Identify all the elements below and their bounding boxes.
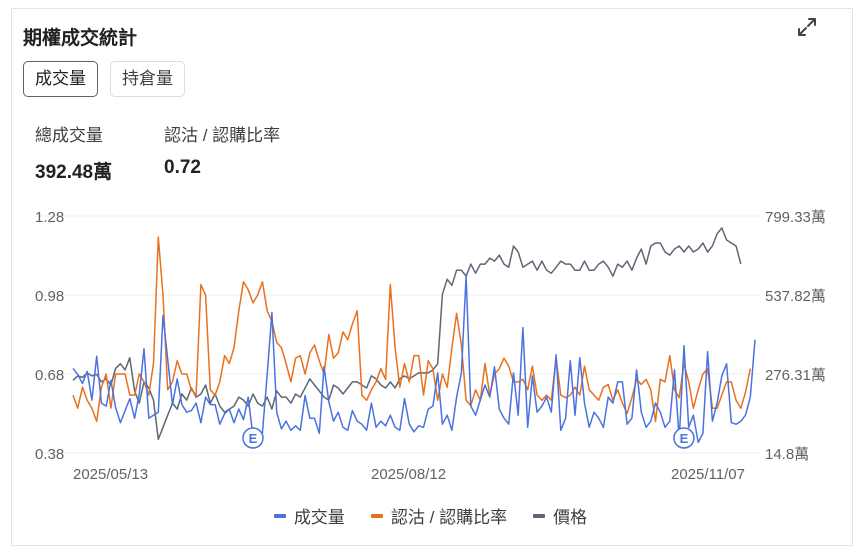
series-line-volume (72, 275, 756, 444)
total-volume-value: 392.48萬 (35, 162, 113, 183)
legend-swatch-volume (273, 513, 286, 518)
event-marker-label: E (680, 431, 689, 446)
event-marker[interactable]: E (242, 427, 264, 449)
y-right-tick-label: 537.82萬 (765, 288, 826, 305)
tab-open-interest[interactable]: 持倉量 (110, 61, 185, 97)
legend: 成交量 認沽 / 認購比率 價格 (0, 503, 861, 528)
legend-swatch-price (533, 513, 546, 518)
series-line-price (72, 227, 742, 441)
options-chart: 1.28 0.98 0.68 0.38 799.33萬 537.82萬 276.31萬 14… (35, 209, 826, 483)
x-tick-label: 2025/05/13 (73, 466, 148, 483)
y-left-tick-label: 0.38 (35, 446, 64, 463)
total-volume-label: 總成交量 (35, 126, 103, 145)
y-left-tick-label: 0.68 (35, 367, 64, 384)
expand-icon (798, 18, 816, 36)
tab-bar: 成交量 持倉量 (23, 61, 185, 97)
event-marker-circle (242, 427, 264, 449)
legend-item-volume[interactable]: 成交量 (273, 503, 345, 528)
ratio-value: 0.72 (164, 157, 201, 178)
event-marker-label: E (249, 431, 258, 446)
stat-put-call-ratio: 認沽 / 認購比率 0.72 (164, 121, 280, 179)
y-left-tick-label: 0.98 (35, 288, 64, 305)
ratio-label: 認沽 / 認購比率 (164, 126, 281, 145)
tab-volume[interactable]: 成交量 (23, 61, 98, 97)
event-marker[interactable]: E (673, 427, 695, 449)
y-axis-left: 1.28 0.98 0.68 0.38 (35, 209, 64, 463)
event-marker-circle (673, 427, 695, 449)
chart-card (11, 8, 853, 546)
legend-swatch-ratio (370, 513, 383, 518)
y-axis-right: 799.33萬 537.82萬 276.31萬 14.8萬 (765, 209, 826, 463)
y-right-tick-label: 799.33萬 (765, 209, 826, 226)
y-left-tick-label: 1.28 (35, 209, 64, 226)
x-tick-label: 2025/08/12 (371, 466, 446, 483)
expand-button[interactable] (795, 15, 819, 39)
legend-item-ratio[interactable]: 認沽 / 認購比率 (370, 503, 508, 528)
y-right-tick-label: 276.31萬 (765, 367, 826, 384)
card-title: 期權成交統計 (23, 28, 138, 49)
legend-label-volume: 成交量 (293, 508, 345, 527)
legend-label-price: 價格 (553, 508, 588, 527)
y-right-tick-label: 14.8萬 (765, 446, 809, 463)
series-lines (72, 227, 756, 444)
x-axis: 2025/05/13 2025/08/12 2025/11/07 (73, 466, 745, 483)
x-tick-label: 2025/11/07 (671, 466, 745, 483)
legend-label-ratio: 認沽 / 認購比率 (390, 508, 508, 527)
legend-item-price[interactable]: 價格 (533, 503, 587, 528)
stat-total-volume: 總成交量 392.48萬 (35, 121, 112, 184)
